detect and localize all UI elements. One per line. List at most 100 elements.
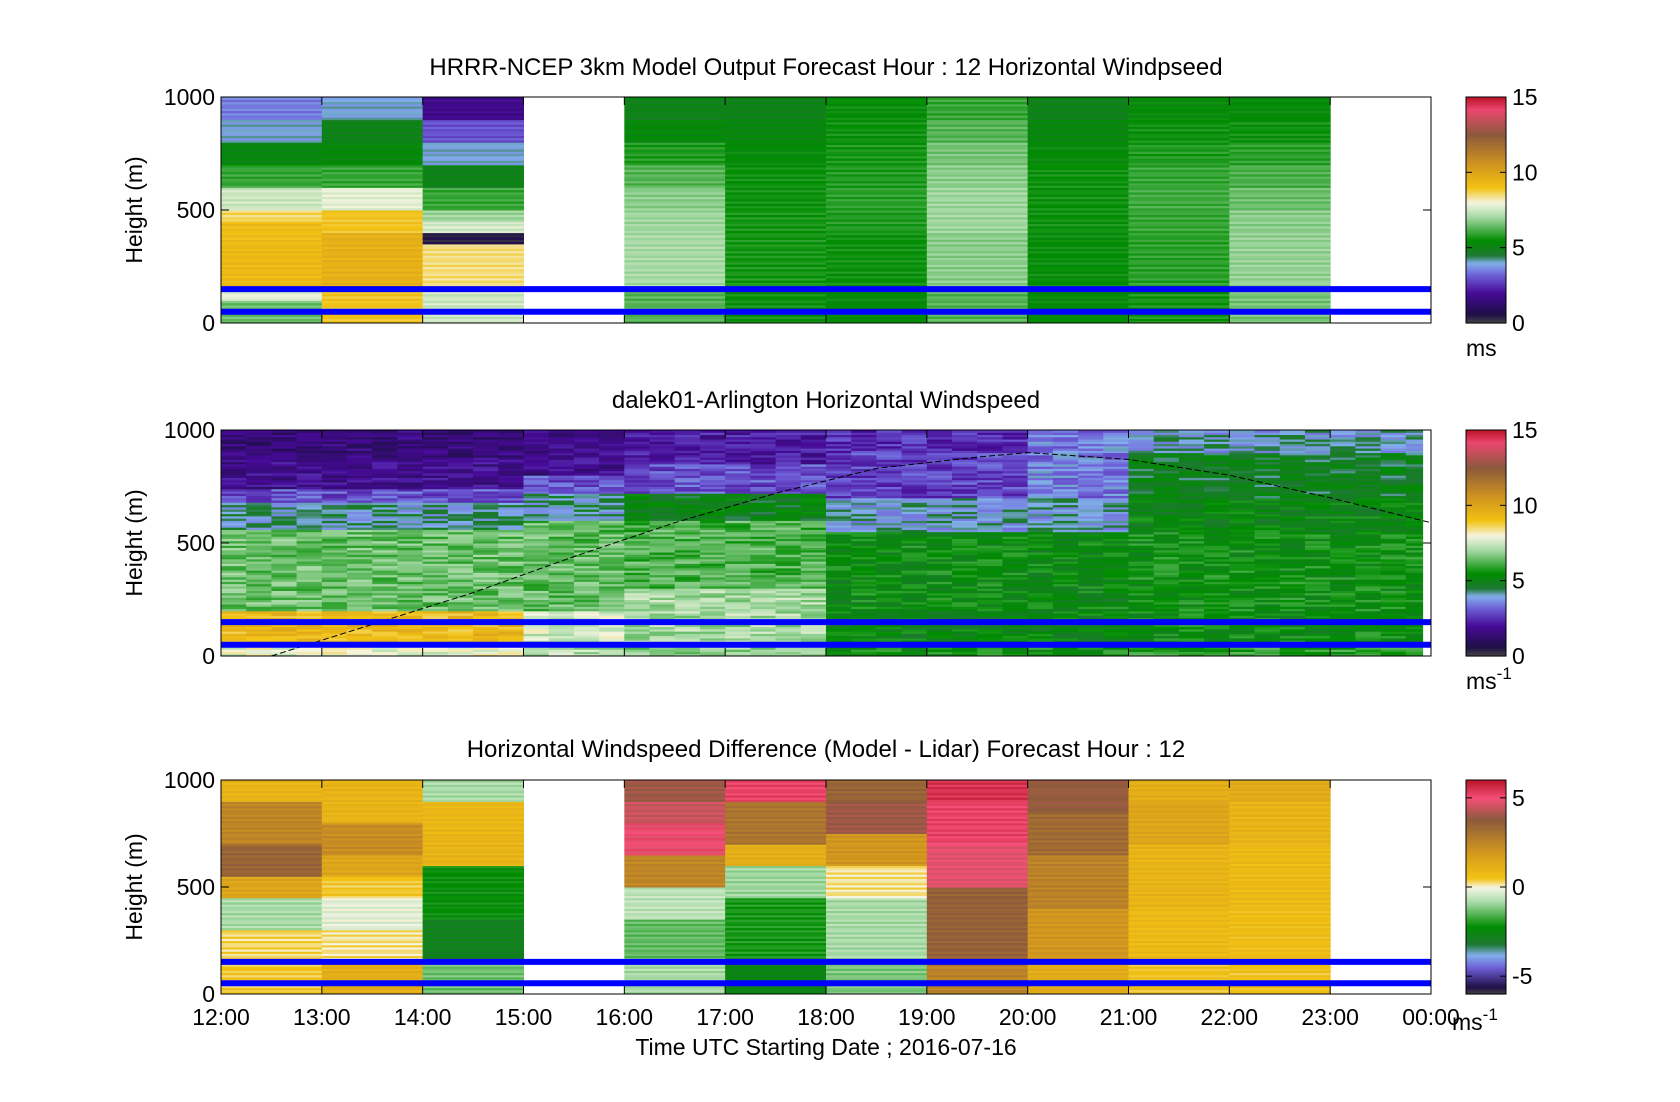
heatmap-cell [599,502,625,506]
heatmap-cell [674,653,701,657]
heatmap-cell [548,434,575,438]
heatmap-cell [674,635,701,639]
heatmap-cell [573,459,600,463]
heatmap-cell [1103,554,1129,558]
heatmap-cell [1229,171,1331,175]
heatmap-cell [1027,567,1054,571]
heatmap-cell [447,613,474,616]
heatmap-cell [246,531,272,535]
heatmap-cell [674,518,701,521]
heatmap-cell [548,430,575,433]
heatmap-cell [447,615,474,619]
heatmap-cell [473,484,499,487]
heatmap-cell [447,606,474,610]
heatmap-cell [296,594,323,598]
heatmap-cell [548,565,575,569]
heatmap-cell [1229,178,1331,182]
heatmap-cell [725,570,751,573]
heatmap-cell [599,604,625,607]
heatmap-cell [447,457,474,460]
heatmap-cell [271,590,298,594]
heatmap-cell [548,475,575,478]
heatmap-cell [573,653,600,657]
heatmap-cell [952,651,978,655]
heatmap-cell [321,135,424,139]
heatmap-cell [548,477,575,481]
heatmap-cell [347,613,373,616]
heatmap-cell [1103,581,1129,585]
heatmap-cell [775,466,802,469]
heatmap-cell [977,565,1003,569]
heatmap-cell [473,637,499,641]
heatmap-cell [1027,475,1054,478]
heatmap-cell [1002,592,1029,596]
heatmap-cell [624,502,651,506]
heatmap-cell [246,500,272,503]
heatmap-cell [826,486,852,490]
heatmap-cell [977,646,1003,650]
heatmap-cell [548,594,575,598]
heatmap-cell [498,576,524,580]
heatmap-cell [952,594,978,598]
heatmap-cell [926,97,1029,100]
heatmap-cell [573,461,600,465]
heatmap-cell [826,142,928,145]
heatmap-cell [649,576,676,580]
colorbar-segment [1466,253,1506,256]
heatmap-cell [221,631,247,634]
colorbar-segment [1466,110,1506,113]
heatmap-cell [1128,264,1230,267]
heatmap-cell [775,470,802,474]
heatmap-cell [221,484,247,487]
heatmap-cell [1002,556,1029,560]
heatmap-cell [826,533,852,537]
heatmap-cell [952,631,978,634]
heatmap-cell [699,486,726,490]
heatmap-cell [1027,169,1129,173]
heatmap-cell [674,484,701,487]
heatmap-cell [649,495,676,499]
heatmap-cell [422,282,524,286]
heatmap-cell [1027,239,1129,243]
heatmap-cell [926,524,953,528]
heatmap-cell [926,556,953,560]
heatmap-cell [473,495,499,499]
heatmap-cell [725,246,827,249]
heatmap-cell [246,640,272,643]
heatmap-cell [725,617,751,621]
heatmap-cell [271,588,298,591]
heatmap-cell [826,624,852,628]
heatmap-cell [977,522,1003,526]
heatmap-cell [296,436,323,440]
heatmap-cell [246,540,272,544]
heatmap-cell [1078,601,1104,605]
heatmap-cell [1002,484,1029,487]
heatmap-cell [1128,477,1155,481]
heatmap-cell [1153,502,1180,506]
heatmap-cell [1153,486,1180,490]
heatmap-cell [548,567,575,571]
heatmap-cell [447,581,474,585]
heatmap-cell [422,234,524,238]
heatmap-cell [926,259,1029,263]
heatmap-cell [271,513,298,517]
heatmap-cell [321,585,348,589]
heatmap-cell [321,631,348,634]
heatmap-cell [649,606,676,610]
heatmap-cell [674,513,701,517]
heatmap-cell [851,637,877,641]
heatmap-cell [548,543,575,546]
heatmap-cell [573,561,600,564]
heatmap-cell [221,633,247,637]
heatmap-cell [246,563,272,567]
heatmap-cell [725,441,751,445]
colorbar-segment [1466,149,1506,153]
heatmap-cell [952,529,978,533]
heatmap-cell [498,527,524,530]
heatmap-cell [1027,509,1054,512]
heatmap-cell [876,570,903,573]
heatmap-cell [1027,497,1054,501]
colorbar-segment [1466,185,1506,188]
heatmap-cell [271,445,298,449]
heatmap-cell [221,126,323,130]
